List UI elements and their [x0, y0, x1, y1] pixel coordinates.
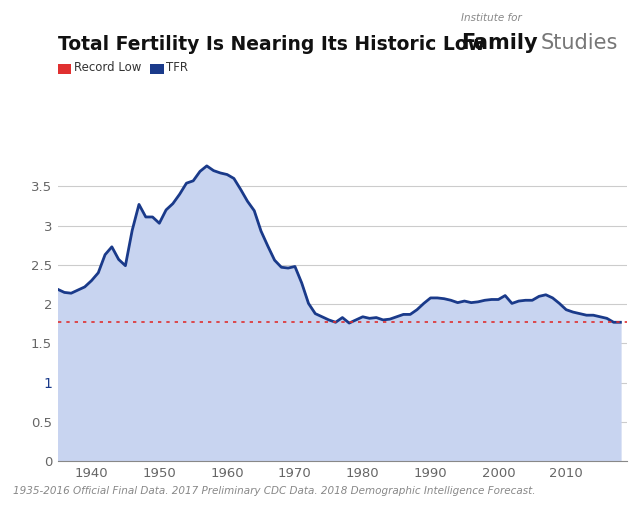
Text: Record Low: Record Low: [74, 61, 141, 75]
Text: TFR: TFR: [166, 61, 188, 75]
Text: Institute for: Institute for: [461, 13, 522, 23]
Text: Studies: Studies: [541, 33, 618, 53]
Text: Total Fertility Is Nearing Its Historic Low: Total Fertility Is Nearing Its Historic …: [58, 35, 484, 54]
Text: Family: Family: [461, 33, 538, 53]
Text: 1935-2016 Official Final Data. 2017 Preliminary CDC Data. 2018 Demographic Intel: 1935-2016 Official Final Data. 2017 Prel…: [13, 486, 535, 496]
